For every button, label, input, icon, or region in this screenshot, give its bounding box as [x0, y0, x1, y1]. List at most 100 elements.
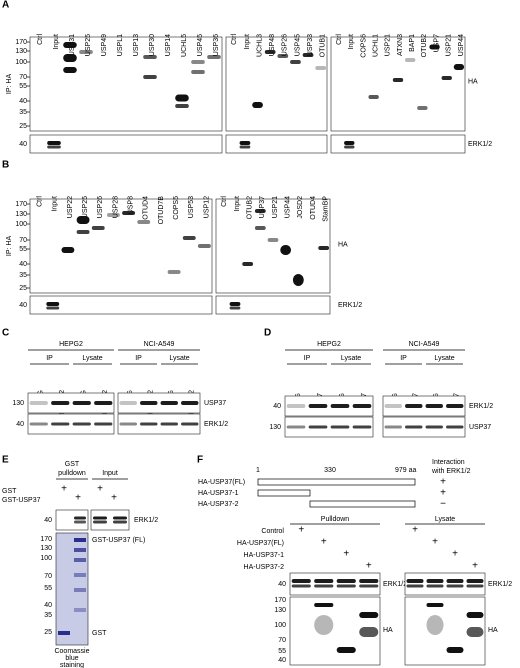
lane-label: USP25 [85, 34, 92, 56]
band [359, 579, 379, 583]
fraction: IP [46, 355, 53, 362]
lane-label: USP21 [385, 34, 392, 56]
band [426, 615, 444, 635]
lane-label: USPL1 [117, 34, 124, 56]
mw-marker: 25 [19, 123, 27, 130]
band [286, 425, 306, 429]
cell-line: NCI-A549 [409, 341, 440, 348]
band [63, 67, 77, 73]
sign: + [97, 484, 103, 495]
row-label: GST-USP37 [2, 497, 41, 504]
band [336, 584, 356, 588]
fraction: Lysate [169, 355, 189, 362]
blot [225, 134, 328, 154]
lane-label: OTUB1 [320, 34, 327, 57]
blot [215, 198, 331, 294]
panel-label: D [264, 328, 271, 339]
band [466, 584, 484, 588]
band [286, 404, 306, 408]
band [207, 55, 221, 59]
mw-marker: 55 [44, 585, 52, 592]
blot [27, 392, 115, 414]
lane-label: Ctrl [221, 196, 228, 207]
blot-label: HA [338, 241, 348, 248]
band [119, 422, 137, 426]
blot-label: HA [488, 627, 498, 634]
band [191, 60, 205, 64]
sign: + [61, 484, 67, 495]
lane-label: UCHL1 [372, 34, 379, 57]
band [291, 584, 311, 588]
band [254, 209, 266, 213]
band [330, 404, 350, 408]
mw-marker: 130 [274, 607, 286, 614]
stain-label: Coomassie [54, 648, 89, 655]
band [466, 579, 484, 583]
band [280, 245, 292, 255]
lane-label: USP30 [149, 34, 156, 56]
lane-label: OTUD4 [310, 196, 317, 220]
band [352, 404, 372, 408]
construct-box [257, 478, 416, 486]
band [308, 404, 328, 408]
band [51, 401, 70, 405]
mw-marker: 35 [19, 109, 27, 116]
band [74, 588, 86, 592]
band [160, 401, 178, 405]
fraction: IP [400, 355, 407, 362]
mw-marker: 130 [40, 545, 52, 552]
mw-marker: 130 [15, 211, 27, 218]
band [143, 55, 157, 59]
band [122, 211, 136, 215]
blot [382, 416, 466, 438]
sign: + [412, 525, 418, 536]
band [429, 44, 440, 50]
lane-label: USP36 [213, 34, 220, 56]
band [181, 422, 199, 426]
fraction: Lysate [341, 355, 361, 362]
lane-label: COPS6 [360, 34, 367, 58]
lane-label: StamBP [323, 196, 330, 222]
mw-marker: 55 [19, 83, 27, 90]
lane-label: USP44 [285, 196, 292, 218]
blot [27, 413, 115, 435]
blot [225, 36, 328, 132]
band [182, 236, 196, 240]
lane-label: USP48 [269, 34, 276, 56]
mw-marker: 55 [19, 246, 27, 253]
band [239, 145, 251, 149]
band [46, 302, 60, 306]
band [140, 422, 158, 426]
blot [289, 572, 381, 596]
lane-label: USP26 [282, 34, 289, 56]
lane-label: OTUB2 [421, 34, 428, 57]
band [74, 548, 86, 552]
band [314, 615, 334, 635]
band [446, 579, 464, 583]
cell-line: HEPG2 [59, 341, 83, 348]
blot [382, 395, 466, 417]
construct: HA-USP37-2 [198, 501, 239, 508]
header: Pulldown [321, 516, 350, 523]
construct-box [309, 500, 416, 508]
blot-label: HA [383, 627, 393, 634]
band [344, 141, 355, 145]
mw-marker: 40 [19, 302, 27, 309]
sign: + [321, 537, 327, 548]
lane-label: USP8 [127, 196, 134, 214]
lane-label: USP12 [203, 196, 210, 218]
band [143, 75, 157, 79]
sign: + [366, 561, 372, 572]
band [79, 50, 93, 54]
band [359, 612, 379, 618]
fraction: IP [135, 355, 142, 362]
lane-label: Ctrl [336, 34, 343, 45]
mw-marker: 35 [19, 272, 27, 279]
band [58, 631, 70, 635]
mw-marker: 100 [40, 555, 52, 562]
fraction: Lysate [434, 355, 454, 362]
lane-label: USP44 [458, 34, 465, 56]
stain-label: blue [65, 655, 78, 662]
lane-label: USP25 [82, 196, 89, 218]
condition: HA-USP37(FL) [237, 540, 284, 547]
